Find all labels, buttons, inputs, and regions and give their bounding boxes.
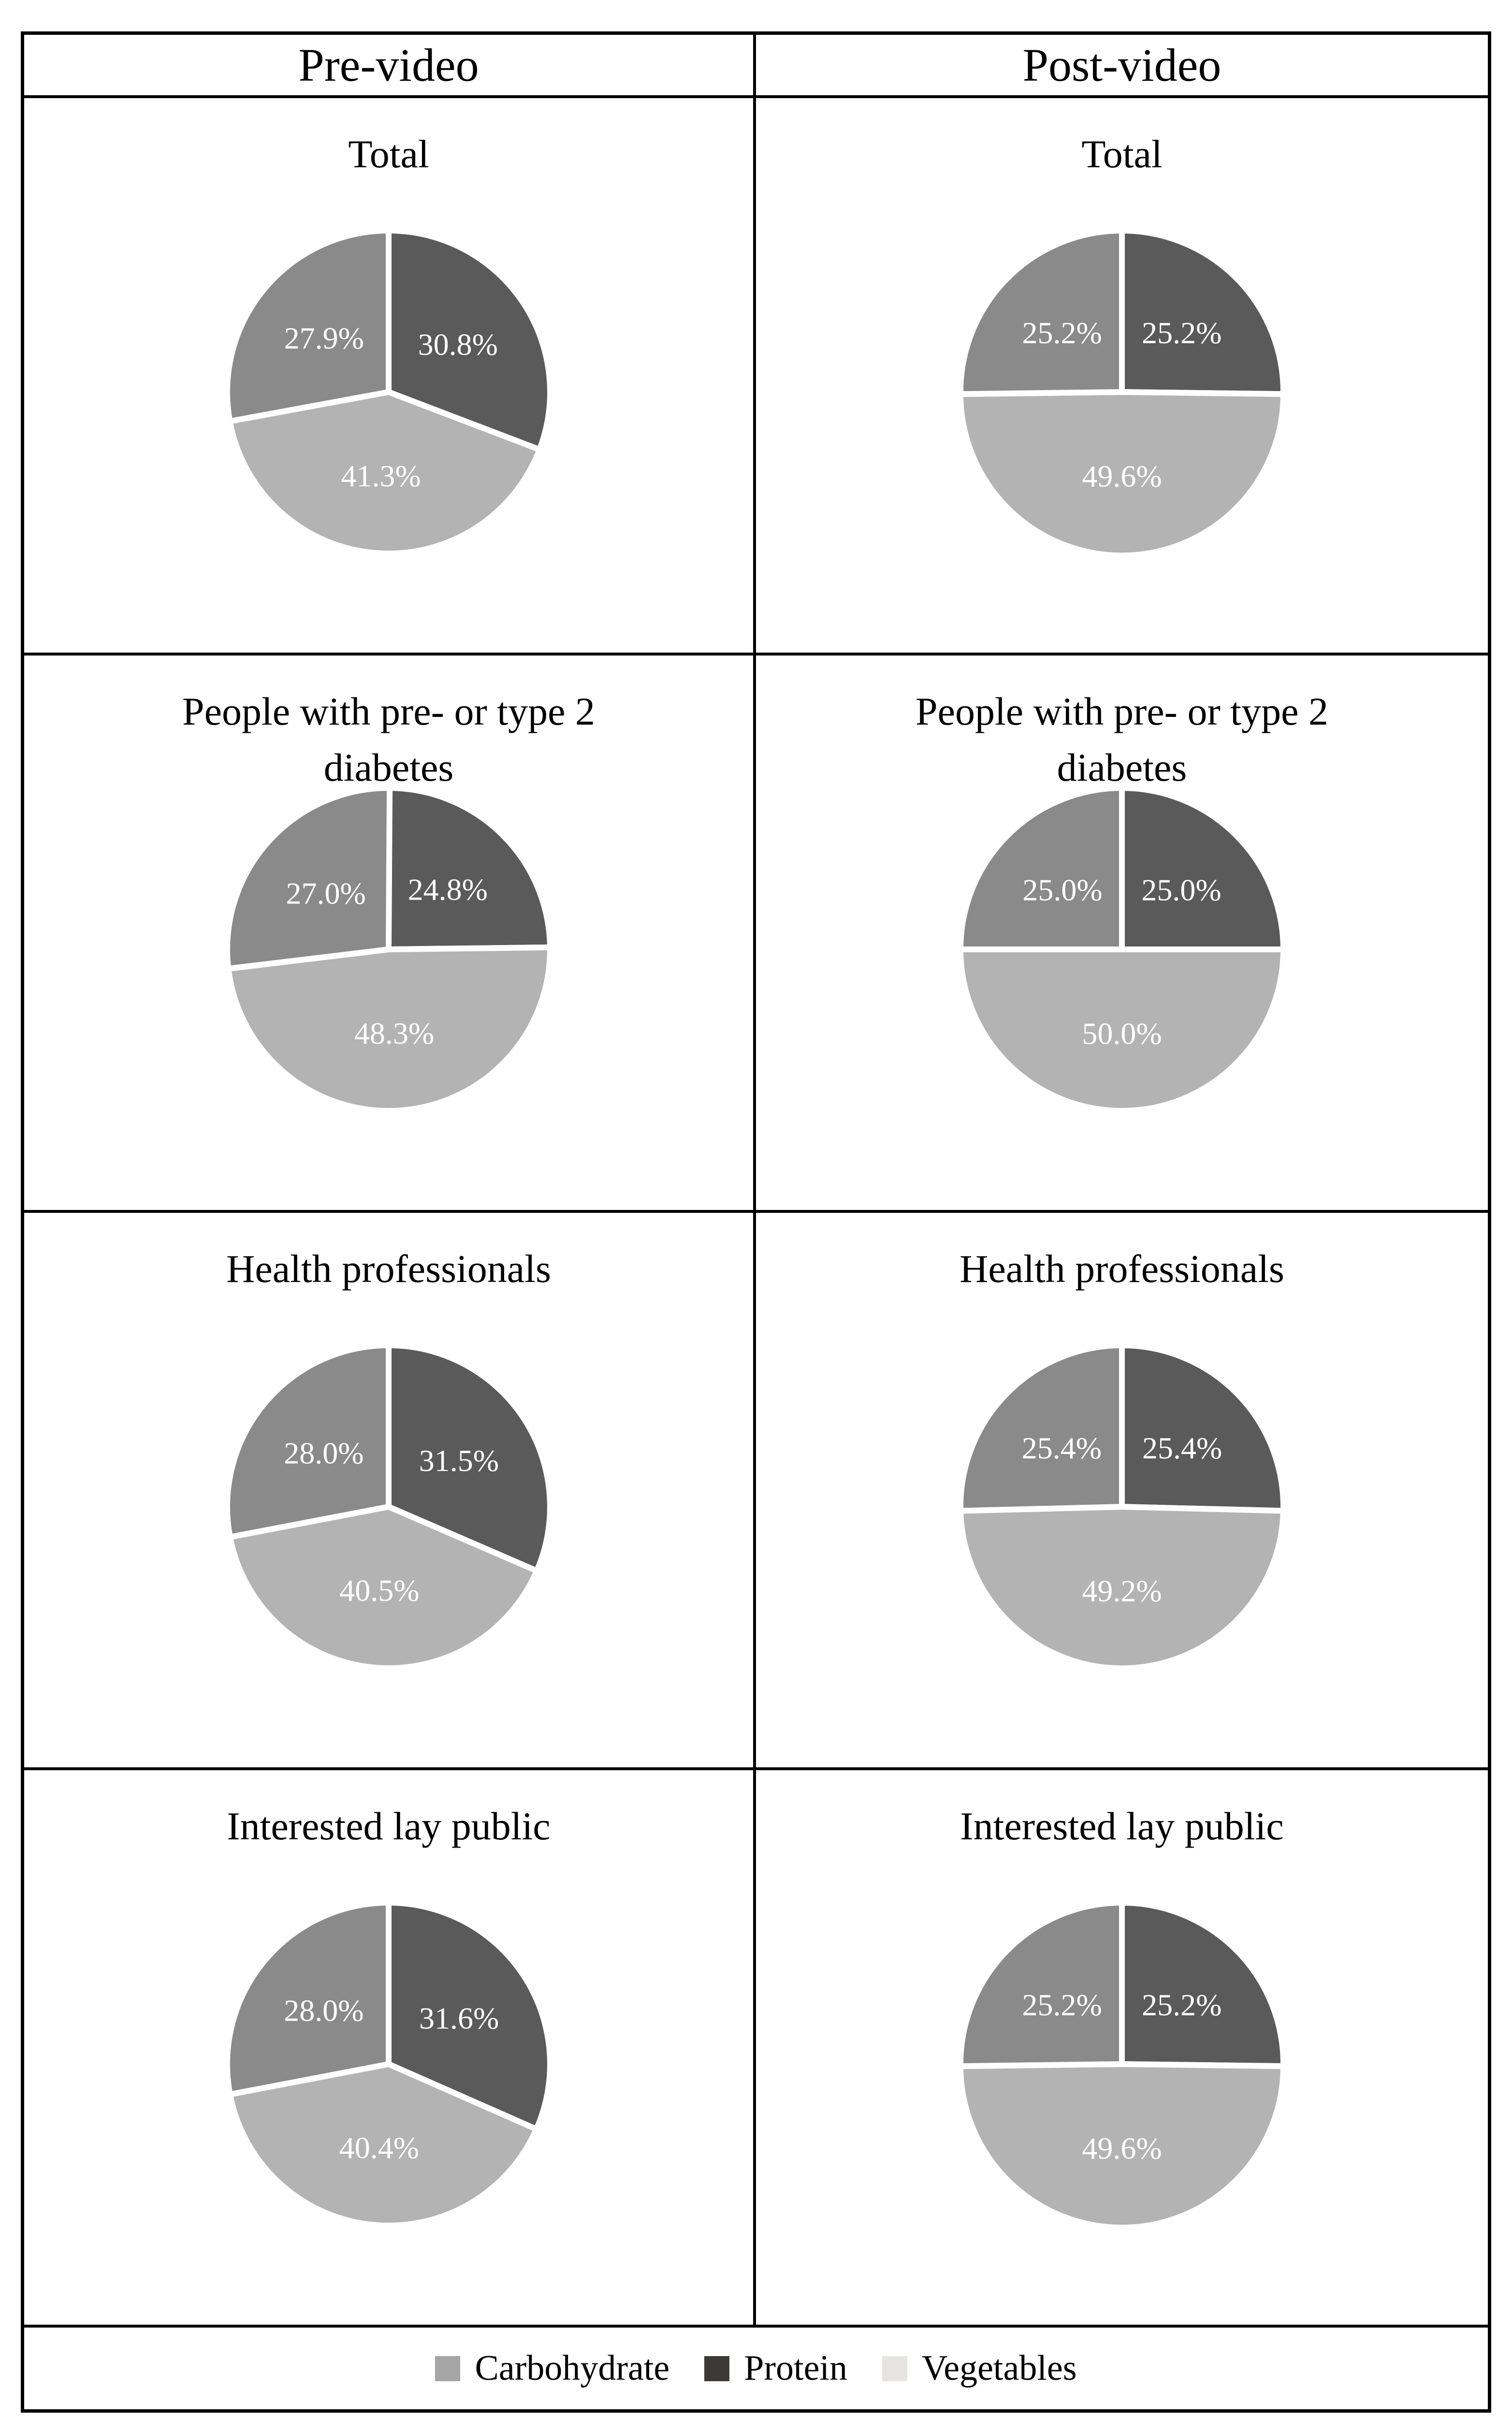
pie-slice-carbohydrate <box>224 227 392 425</box>
figure-table: Pre-video Post-video Total 30.8% 41.3% 27.… <box>21 31 1491 2413</box>
pie-slice-vegetables <box>957 1503 1287 1672</box>
pie-slice-protein <box>1119 1342 1286 1514</box>
chart-title: Health professionals <box>960 1247 1284 1291</box>
pie-label-protein: 25.2% <box>1142 1988 1221 2022</box>
pie-label-carbohydrate: 25.0% <box>1022 873 1102 907</box>
pie-label-vegetables: 49.6% <box>1082 2131 1162 2166</box>
pie-slice-protein <box>1119 785 1287 952</box>
pie-label-protein: 31.6% <box>419 2001 499 2035</box>
pie-slice-protein <box>386 785 553 953</box>
pie-slice-vegetables <box>226 2061 540 2228</box>
chart-cell-post-video-health-professionals: Health professionals 25.4% 49.2% 25.4% <box>756 1213 1488 1770</box>
legend-label-vegetables: Vegetables <box>921 2348 1077 2388</box>
pie-slice-vegetables <box>957 946 1287 1114</box>
pie-label-protein: 30.8% <box>418 327 498 362</box>
legend-item-protein: Protein <box>704 2348 847 2389</box>
pie-svg: 30.8% 41.3% 27.9% <box>224 227 553 556</box>
chart-title: Interested lay public <box>227 1804 551 1848</box>
pie-slice-vegetables <box>957 389 1287 559</box>
legend-label-protein: Protein <box>744 2348 847 2388</box>
pie-chart-pre-video-total: 30.8% 41.3% 27.9% <box>224 227 553 556</box>
chart-cell-post-video-lay-public: Interested lay public 25.2% 49.6% 25.2% <box>756 1770 1488 2328</box>
pie-slice-vegetables <box>226 1503 541 1671</box>
column-header-pre-video-label: Pre-video <box>298 39 479 91</box>
pie-slice-vegetables <box>225 944 553 1114</box>
chart-title: Interested lay public <box>960 1804 1284 1848</box>
pie-chart-post-video-diabetes: 25.0% 50.0% 25.0% <box>957 785 1287 1114</box>
pie-label-vegetables: 50.0% <box>1082 1017 1162 1051</box>
pie-slice-carbohydrate <box>957 227 1125 397</box>
pie-slice-vegetables <box>226 389 543 556</box>
legend-swatch-protein <box>704 2356 730 2381</box>
chart-cell-post-video-total: Total 25.2% 49.6% 25.2% <box>756 98 1488 655</box>
pie-label-vegetables: 49.2% <box>1082 1574 1162 1608</box>
pie-label-carbohydrate: 25.2% <box>1022 1988 1102 2022</box>
pie-label-protein: 25.2% <box>1142 316 1221 350</box>
legend-label-carbohydrate: Carbohydrate <box>475 2348 670 2388</box>
pie-svg: 25.4% 49.2% 25.4% <box>957 1342 1287 1672</box>
legend-item-vegetables: Vegetables <box>882 2348 1077 2389</box>
pie-label-vegetables: 49.6% <box>1082 459 1162 494</box>
pie-slice-protein <box>1119 1899 1287 2069</box>
pie-svg: 24.8% 48.3% 27.0% <box>224 785 553 1114</box>
pie-svg: 31.5% 40.5% 28.0% <box>224 1342 553 1671</box>
pie-slice-carbohydrate <box>224 1342 392 1541</box>
chart-cell-pre-video-diabetes: People with pre- or type 2 diabetes 24.8… <box>24 655 756 1213</box>
pie-label-vegetables: 40.5% <box>339 1573 419 1607</box>
chart-cell-pre-video-total: Total 30.8% 41.3% 27.9% <box>24 98 756 655</box>
pie-svg: 31.6% 40.4% 28.0% <box>224 1899 553 2228</box>
pie-slice-protein <box>386 1899 553 2133</box>
pie-label-vegetables: 48.3% <box>354 1016 434 1050</box>
legend-item-carbohydrate: Carbohydrate <box>435 2348 669 2389</box>
pie-label-protein: 24.8% <box>408 873 488 907</box>
pie-label-carbohydrate: 28.0% <box>284 1436 363 1471</box>
legend-swatch-vegetables <box>882 2356 907 2381</box>
pie-label-vegetables: 41.3% <box>341 459 421 493</box>
legend: Carbohydrate Protein Vegetables <box>24 2328 1488 2409</box>
pie-slice-protein <box>386 1342 553 1575</box>
pie-slice-carbohydrate <box>958 1342 1125 1514</box>
column-header-pre-video: Pre-video <box>24 35 756 98</box>
chart-title: Health professionals <box>226 1247 551 1291</box>
column-header-post-video: Post-video <box>756 35 1488 98</box>
pie-chart-post-video-lay-public: 25.2% 49.6% 25.2% <box>957 1899 1287 2231</box>
pie-slice-carbohydrate <box>224 785 393 972</box>
pie-label-protein: 31.5% <box>419 1443 499 1478</box>
pie-chart-pre-video-health-professionals: 31.5% 40.5% 28.0% <box>224 1342 553 1671</box>
pie-slice-protein <box>386 227 553 453</box>
pie-label-vegetables: 40.4% <box>339 2130 419 2165</box>
pie-label-carbohydrate: 25.4% <box>1022 1431 1102 1465</box>
column-header-post-video-label: Post-video <box>1022 39 1221 91</box>
chart-title: Total <box>1081 132 1163 176</box>
pie-label-carbohydrate: 28.0% <box>284 1994 363 2028</box>
pie-label-carbohydrate: 25.2% <box>1022 316 1102 350</box>
pie-slice-carbohydrate <box>957 785 1125 952</box>
pie-slice-vegetables <box>957 2061 1287 2231</box>
pie-svg: 25.2% 49.6% 25.2% <box>957 227 1287 559</box>
chart-title: People with pre- or type 2 diabetes <box>182 689 595 790</box>
chart-cell-post-video-diabetes: People with pre- or type 2 diabetes 25.0… <box>756 655 1488 1213</box>
pie-chart-pre-video-lay-public: 31.6% 40.4% 28.0% <box>224 1899 553 2228</box>
pie-slice-protein <box>1119 227 1287 397</box>
pie-chart-post-video-health-professionals: 25.4% 49.2% 25.4% <box>957 1342 1287 1672</box>
pie-label-protein: 25.0% <box>1141 873 1221 907</box>
chart-cell-pre-video-lay-public: Interested lay public 31.6% 40.4% 28.0% <box>24 1770 756 2328</box>
legend-swatch-carbohydrate <box>435 2356 461 2381</box>
chart-cell-pre-video-health-professionals: Health professionals 31.5% 40.5% 28.0% <box>24 1213 756 1770</box>
chart-title: People with pre- or type 2 diabetes <box>916 689 1328 790</box>
pie-label-carbohydrate: 27.9% <box>284 321 364 355</box>
pie-slice-carbohydrate <box>224 1899 392 2098</box>
chart-title: Total <box>348 132 429 176</box>
pie-slice-carbohydrate <box>957 1899 1125 2069</box>
pie-svg: 25.2% 49.6% 25.2% <box>957 1899 1287 2231</box>
pie-chart-post-video-total: 25.2% 49.6% 25.2% <box>957 227 1287 559</box>
pie-svg: 25.0% 50.0% 25.0% <box>957 785 1287 1114</box>
pie-label-carbohydrate: 27.0% <box>286 876 366 911</box>
pie-label-protein: 25.4% <box>1142 1431 1222 1465</box>
pie-chart-pre-video-diabetes: 24.8% 48.3% 27.0% <box>224 785 553 1114</box>
